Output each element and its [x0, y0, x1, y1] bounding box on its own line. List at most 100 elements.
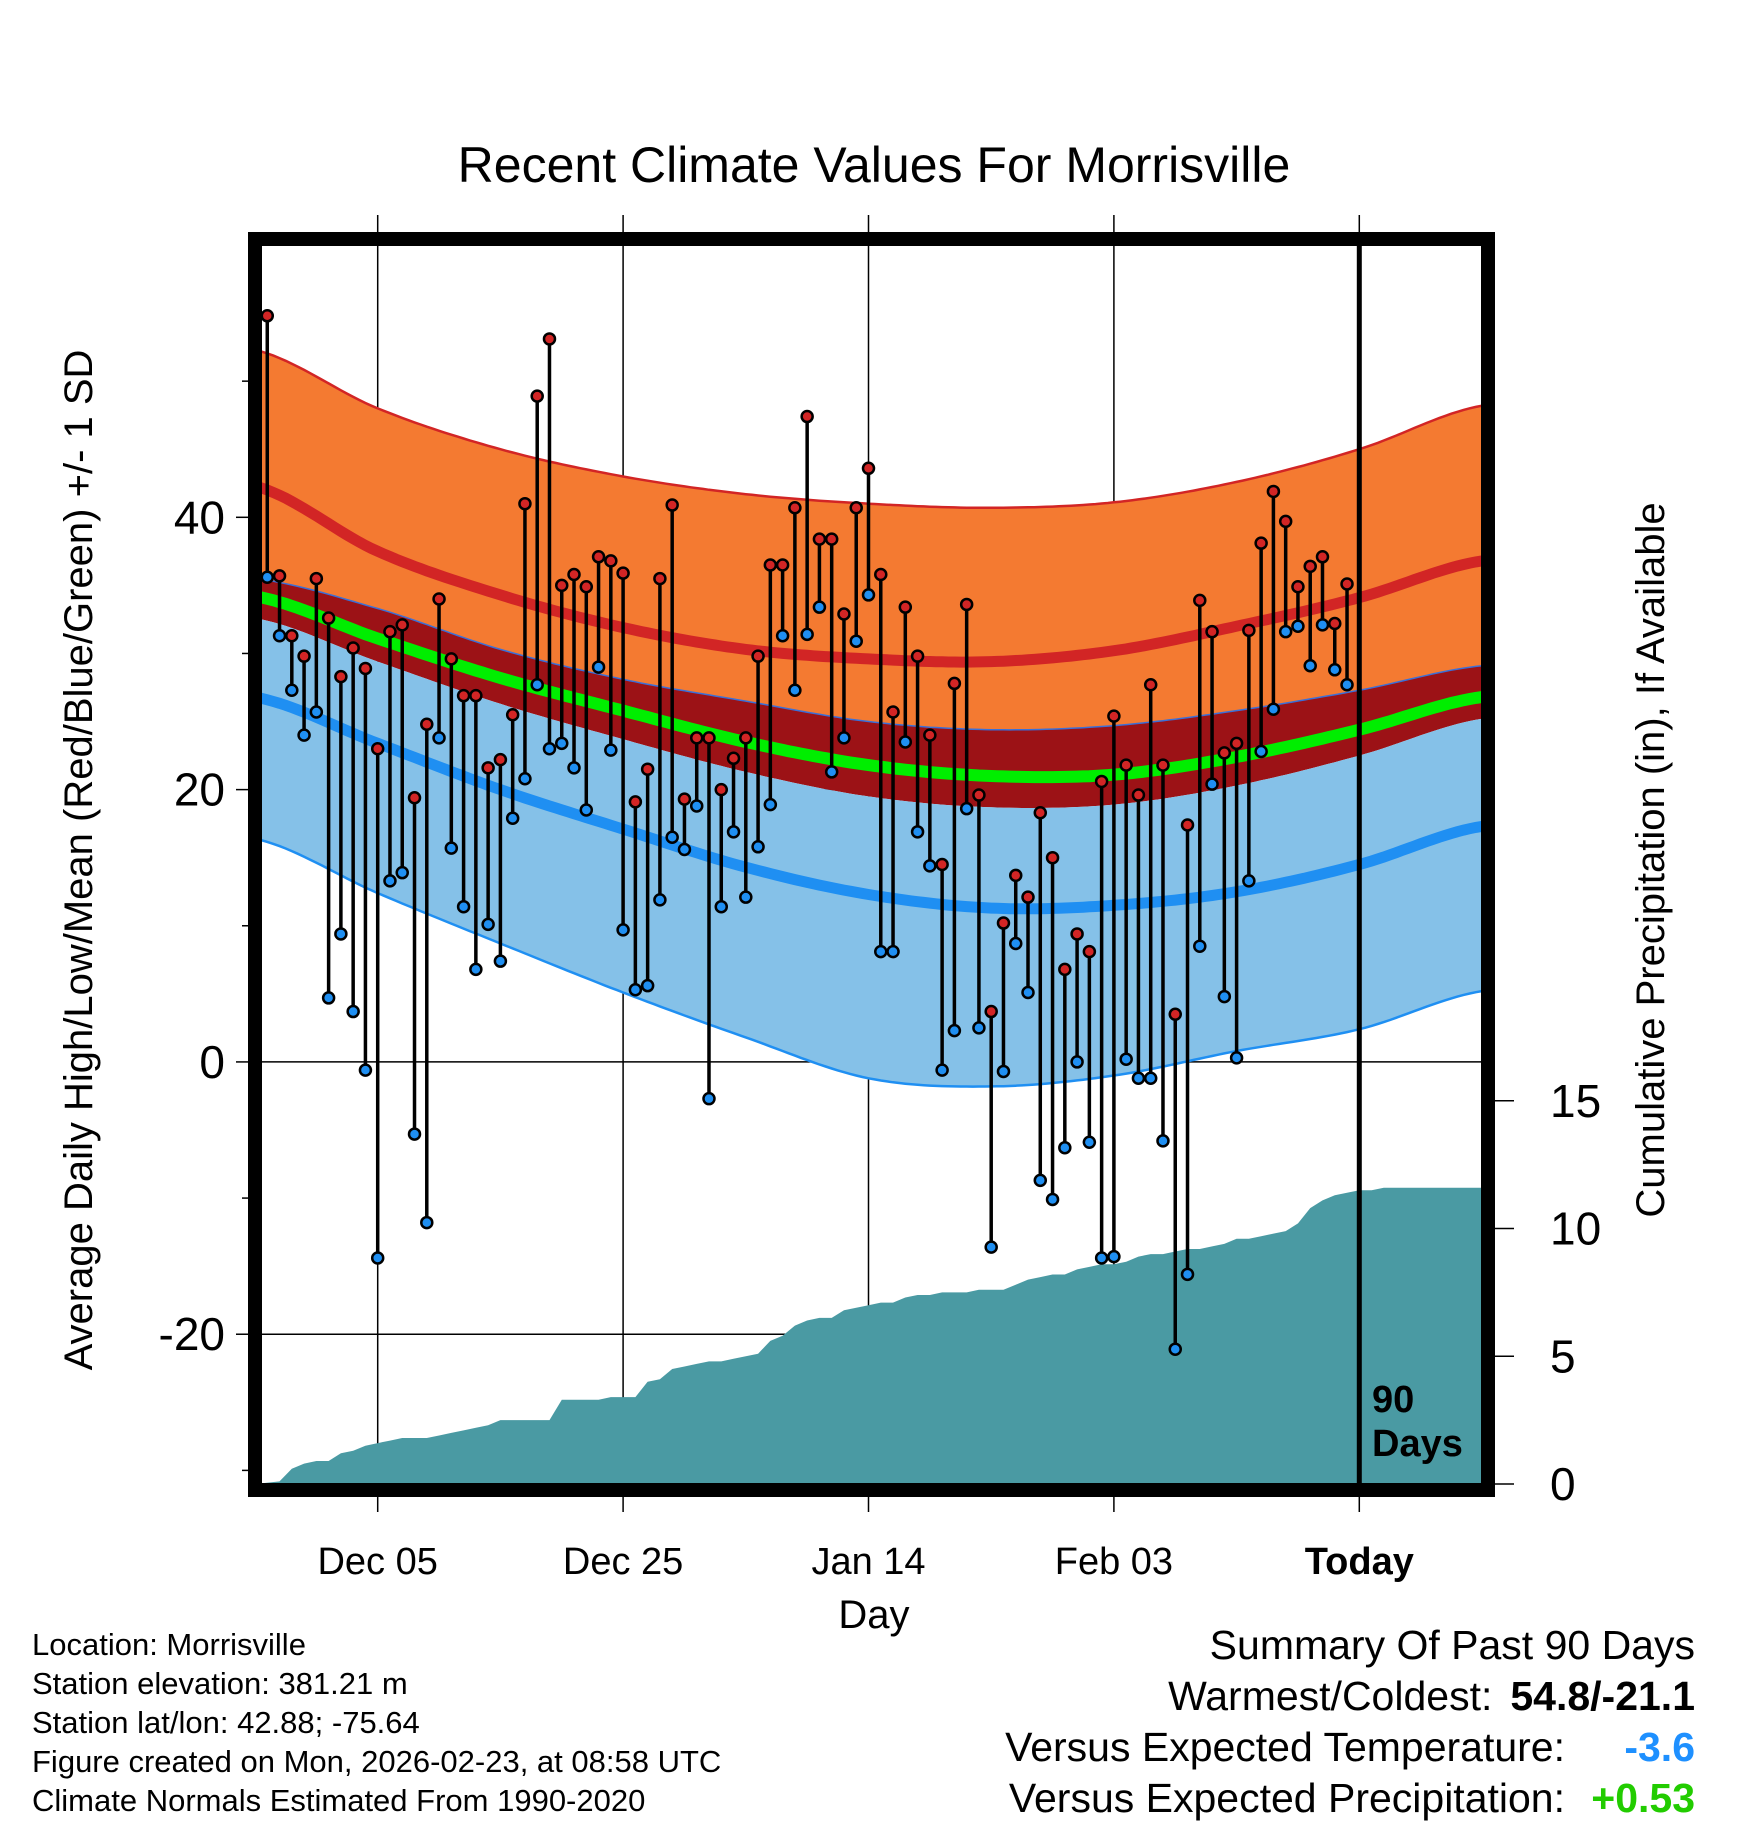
daily-low-point — [959, 801, 974, 816]
daily-low-point — [824, 765, 839, 779]
daily-high-point — [1303, 559, 1317, 574]
x-tick-label: Today — [1305, 1541, 1414, 1583]
daily-low-point — [1070, 1055, 1084, 1069]
location-text: Location: Morrisville — [32, 1627, 306, 1662]
x-tick-label: Dec 05 — [317, 1541, 437, 1583]
daily-high-point — [739, 731, 753, 745]
daily-low-point — [518, 771, 532, 786]
y-right-tick-label: 5 — [1550, 1330, 1576, 1382]
daily-low-point — [628, 983, 643, 997]
daily-low-point — [775, 629, 790, 643]
daily-high-point — [383, 624, 397, 639]
warm-cold-label: Warmest/Coldest: — [1168, 1673, 1493, 1719]
normals-text: Climate Normals Estimated From 1990-2020 — [32, 1783, 646, 1818]
daily-high-point — [272, 569, 287, 583]
daily-high-point — [935, 857, 949, 872]
axes: -20 0 20 40 0 5 10 15 Dec 05 Dec 25 Jan 14 Feb 03 To… — [159, 380, 1601, 1583]
daily-high-point — [1254, 536, 1268, 550]
daily-low-point — [1340, 678, 1354, 692]
daily-low-point — [1278, 624, 1293, 639]
daily-low-point — [1205, 777, 1219, 791]
precip-anomaly-value: +0.53 — [1591, 1775, 1695, 1821]
daily-high-point — [1045, 850, 1060, 865]
normal-bands — [261, 350, 1482, 1088]
daily-high-point — [910, 649, 925, 663]
daily-high-point — [518, 496, 532, 511]
daily-high-point — [1070, 927, 1084, 941]
daily-low-point — [1033, 1173, 1048, 1188]
daily-low-point — [714, 899, 729, 914]
daily-high-point — [1328, 616, 1342, 631]
daily-low-point — [751, 840, 765, 854]
daily-high-point — [812, 532, 827, 546]
daily-low-point — [481, 917, 495, 932]
daily-low-point — [1303, 658, 1317, 673]
daily-high-point — [800, 409, 814, 424]
temp-anomaly-value: -3.6 — [1624, 1724, 1695, 1770]
daily-low-point — [812, 600, 827, 614]
daily-low-point — [665, 830, 679, 845]
daily-low-point — [1217, 989, 1232, 1004]
daily-low-point — [947, 1023, 962, 1038]
daily-low-point — [456, 899, 471, 914]
summary-warm-cold: Warmest/Coldest: 54.8/-21.1 — [1005, 1671, 1695, 1722]
plot-frame — [248, 232, 1495, 1497]
x-tick-label: Dec 25 — [563, 1541, 683, 1583]
daily-low-point — [1242, 874, 1256, 888]
x-tick-label: Feb 03 — [1055, 1541, 1173, 1583]
daily-low-point — [972, 1021, 986, 1035]
daily-low-point — [910, 825, 925, 839]
daily-high-point — [456, 688, 471, 703]
daily-high-point — [309, 571, 324, 586]
daily-low-point — [1058, 1140, 1072, 1155]
daily-low-point — [309, 705, 324, 719]
daily-high-point — [996, 916, 1011, 930]
daily-high-point — [1107, 709, 1121, 723]
daily-low-point — [653, 893, 667, 907]
daily-high-point — [763, 558, 778, 572]
daily-high-point — [714, 782, 729, 797]
daily-low-point — [935, 1063, 949, 1077]
daily-low-point — [874, 944, 888, 959]
daily-high-point — [640, 762, 655, 776]
daily-high-point — [1242, 623, 1256, 638]
daily-high-point — [407, 791, 422, 805]
daily-low-point — [1254, 744, 1268, 759]
daily-low-point — [1266, 702, 1281, 717]
daily-high-point — [628, 795, 643, 809]
daily-high-point — [653, 571, 667, 586]
daily-low-point — [555, 736, 569, 751]
daily-high-point — [1021, 890, 1035, 904]
y-axis-label-left: Average Daily High/Low/Mean (Red/Blue/Gr… — [57, 350, 101, 1371]
daily-low-point — [886, 944, 900, 959]
low-mean-line — [261, 692, 1482, 915]
daily-high-point — [1119, 758, 1133, 772]
mean-band — [261, 579, 1482, 808]
daily-high-point — [1205, 624, 1219, 639]
period-label-days: Days — [1372, 1423, 1463, 1465]
daily-high-point — [751, 649, 765, 663]
elevation-text: Station elevation: 381.21 m — [32, 1666, 408, 1701]
daily-low-point — [370, 1251, 385, 1265]
daily-low-point — [1021, 985, 1035, 1000]
y-right-tick-label: 10 — [1550, 1203, 1601, 1255]
summary-panel: Summary Of Past 90 Days Warmest/Coldest:… — [1005, 1620, 1695, 1824]
daily-high-point — [505, 707, 520, 722]
daily-low-point — [297, 728, 311, 742]
daily-low-point — [689, 799, 704, 813]
daily-low-point — [591, 660, 606, 674]
daily-low-point — [1119, 1052, 1133, 1066]
high-mean-line — [261, 482, 1482, 668]
daily-low-point — [849, 634, 863, 648]
low-minus-sd-line — [261, 838, 1482, 1088]
daily-high-point — [1058, 962, 1072, 977]
daily-high-point — [874, 567, 888, 582]
daily-low-point — [493, 954, 508, 968]
daily-high-point — [665, 498, 679, 512]
daily-high-point — [285, 629, 299, 643]
daily-low-point — [407, 1127, 422, 1141]
daily-high-point — [947, 676, 962, 691]
daily-high-point — [1193, 593, 1207, 608]
daily-low-point — [420, 1215, 434, 1230]
daily-values — [261, 309, 1354, 1356]
